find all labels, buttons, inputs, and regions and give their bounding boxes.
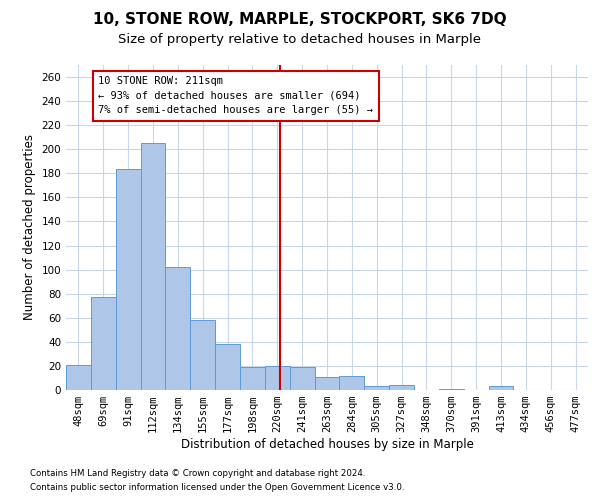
Bar <box>116 168 140 390</box>
Bar <box>290 367 314 390</box>
Bar <box>389 385 414 390</box>
Bar <box>488 386 514 390</box>
Text: Size of property relative to detached houses in Marple: Size of property relative to detached ho… <box>119 32 482 46</box>
Text: 10 STONE ROW: 211sqm
← 93% of detached houses are smaller (694)
7% of semi-detac: 10 STONE ROW: 211sqm ← 93% of detached h… <box>98 76 373 116</box>
Bar <box>340 376 364 390</box>
Text: Contains HM Land Registry data © Crown copyright and database right 2024.: Contains HM Land Registry data © Crown c… <box>30 468 365 477</box>
Bar <box>240 367 265 390</box>
Bar <box>166 267 190 390</box>
Bar <box>190 320 215 390</box>
Bar <box>215 344 240 390</box>
Text: Contains public sector information licensed under the Open Government Licence v3: Contains public sector information licen… <box>30 484 404 492</box>
Y-axis label: Number of detached properties: Number of detached properties <box>23 134 36 320</box>
Text: 10, STONE ROW, MARPLE, STOCKPORT, SK6 7DQ: 10, STONE ROW, MARPLE, STOCKPORT, SK6 7D… <box>93 12 507 28</box>
Bar <box>91 298 116 390</box>
X-axis label: Distribution of detached houses by size in Marple: Distribution of detached houses by size … <box>181 438 473 451</box>
Bar <box>140 143 166 390</box>
Bar <box>265 366 290 390</box>
Bar <box>364 386 389 390</box>
Bar <box>439 389 464 390</box>
Bar <box>314 377 340 390</box>
Bar <box>66 364 91 390</box>
